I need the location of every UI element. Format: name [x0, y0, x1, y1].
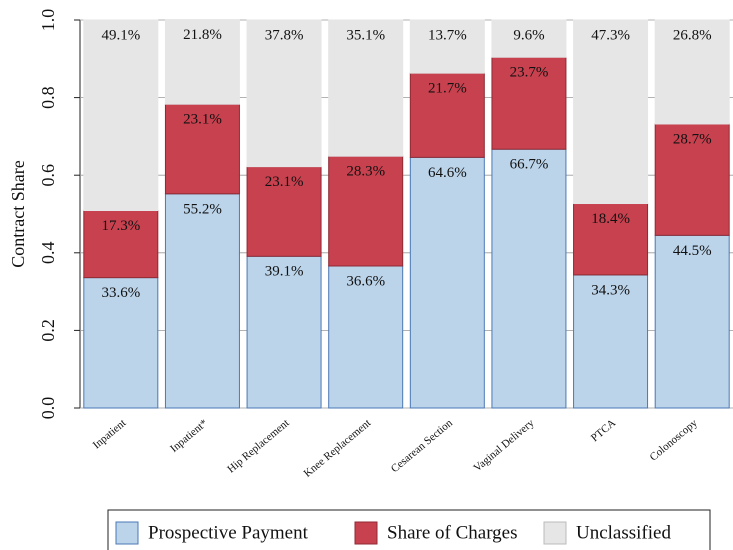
- data-label: 66.7%: [510, 157, 549, 173]
- legend-label: Prospective Payment: [148, 522, 309, 543]
- data-label: 13.7%: [428, 27, 467, 43]
- bar-segment: [491, 56, 567, 150]
- bar-segment: [83, 19, 159, 212]
- bar-segment: [409, 156, 485, 409]
- bar-segment: [246, 255, 322, 409]
- data-label: 64.6%: [428, 165, 467, 181]
- data-label: 47.3%: [591, 27, 630, 43]
- y-tick-label: 0.8: [38, 86, 58, 109]
- bar-segment: [409, 72, 485, 158]
- y-tick-label: 1.0: [38, 9, 58, 32]
- y-tick-label: 0.4: [38, 242, 58, 264]
- y-axis-title: Contract Share: [8, 160, 28, 267]
- data-label: 23.7%: [510, 65, 549, 81]
- y-tick-label: 0.0: [38, 397, 58, 420]
- data-label: 9.6%: [513, 27, 544, 43]
- data-label: 28.7%: [673, 131, 712, 147]
- bar-segment: [164, 103, 240, 195]
- y-tick-label: 0.6: [38, 164, 58, 187]
- bar-segment: [573, 274, 649, 409]
- data-label: 23.1%: [265, 174, 304, 190]
- legend-swatch: [354, 521, 378, 545]
- bar-segment: [409, 19, 485, 74]
- data-label: 33.6%: [101, 285, 140, 301]
- data-label: 23.1%: [183, 112, 222, 128]
- legend-swatch: [543, 521, 567, 545]
- data-label: 37.8%: [265, 27, 304, 43]
- data-label: 18.4%: [591, 211, 630, 227]
- data-label: 34.3%: [591, 282, 630, 298]
- bar-segment: [328, 19, 404, 157]
- legend-box: [107, 509, 711, 550]
- bar-segment: [328, 265, 404, 409]
- bar-segment: [654, 123, 730, 236]
- bar-segment: [164, 193, 240, 409]
- bar-segment: [164, 19, 240, 105]
- bar-segment: [491, 148, 567, 409]
- bar-segment: [246, 166, 322, 257]
- y-tick-label: 0.2: [38, 319, 58, 342]
- bar-segment: [491, 19, 567, 58]
- legend-swatch: [115, 521, 139, 545]
- bar-segment: [654, 19, 730, 125]
- legend-label: Share of Charges: [387, 522, 518, 543]
- data-label: 44.5%: [673, 243, 712, 259]
- data-label: 17.3%: [101, 218, 140, 234]
- data-label: 21.8%: [183, 27, 222, 43]
- bar-segment: [246, 19, 322, 168]
- data-label: 39.1%: [265, 264, 304, 280]
- data-label: 49.1%: [101, 27, 140, 43]
- bar-segment: [83, 210, 159, 279]
- bar-segment: [654, 234, 730, 409]
- data-label: 55.2%: [183, 201, 222, 217]
- data-label: 21.7%: [428, 81, 467, 97]
- data-label: 36.6%: [346, 273, 385, 289]
- data-label: 28.3%: [346, 164, 385, 180]
- legend-label: Unclassified: [576, 522, 671, 543]
- bar-segment: [573, 19, 649, 205]
- data-label: 35.1%: [346, 27, 385, 43]
- bar-segment: [328, 155, 404, 267]
- bar-segment: [83, 277, 159, 409]
- data-label: 26.8%: [673, 27, 712, 43]
